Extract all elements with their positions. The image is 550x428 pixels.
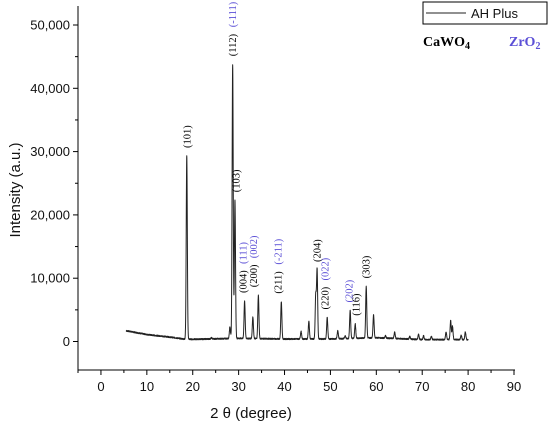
x-ticks: 0 10 20 30 40 50 60 70 80 90 (77, 370, 521, 394)
legend: AH Plus (422, 1, 548, 25)
x-tick-label: 30 (231, 379, 245, 394)
peak-label: (101) (182, 125, 193, 148)
y-tick-label: 50,000 (30, 17, 70, 32)
x-tick-label: 90 (507, 379, 521, 394)
y-tick-label: 0 (63, 334, 70, 349)
legend-box (422, 1, 548, 25)
peak-label: (103) (231, 169, 242, 192)
legend-label: AH Plus (471, 6, 518, 21)
phase-label-calcium-tungstate: CaWO4 (423, 35, 470, 52)
y-tick-label: 10,000 (30, 271, 70, 286)
x-tick-label: 80 (461, 379, 475, 394)
peak-label: (022) (320, 257, 331, 280)
peak-label: (204) (313, 239, 324, 262)
peak-label: (112) (228, 33, 239, 56)
x-tick-label: 10 (140, 379, 154, 394)
x-tick-label: 40 (277, 379, 291, 394)
peak-label: (-211) (274, 238, 285, 264)
peak-label: (202) (344, 279, 355, 302)
phase-labels: CaWO4 ZrO2 (423, 35, 540, 52)
peak-label: (303) (362, 255, 373, 278)
y-tick-label: 30,000 (30, 144, 70, 159)
y-tick-label: 40,000 (30, 81, 70, 96)
axes (77, 6, 515, 371)
peak-label: (211) (274, 271, 285, 294)
x-tick-label: 50 (323, 379, 337, 394)
x-axis-title: 2 θ (degree) (210, 405, 292, 422)
x-tick-label: 60 (369, 379, 383, 394)
x-tick-label: 20 (186, 379, 200, 394)
x-tick-label: 70 (415, 379, 429, 394)
peak-label: (004) (238, 270, 249, 293)
peak-label: (200) (249, 264, 260, 287)
peak-label: (002) (249, 235, 260, 258)
phase-label-zirconia: ZrO2 (509, 35, 540, 52)
peak-label: (111) (238, 242, 249, 264)
y-tick-label: 20,000 (30, 207, 70, 222)
y-ticks: 0 10,000 20,000 30,000 40,000 50,000 (30, 17, 78, 349)
spectrum-line (125, 64, 469, 341)
y-axis-title: Intensity (a.u.) (7, 142, 24, 237)
peak-annotations: (101) (112) (-111) (103) (004) (111)(200) (002… (182, 1, 372, 316)
peak-label: (220) (320, 286, 331, 309)
peak-label: (116) (352, 293, 363, 316)
x-tick-label: 0 (97, 379, 104, 394)
peak-label: (-111) (228, 1, 239, 27)
